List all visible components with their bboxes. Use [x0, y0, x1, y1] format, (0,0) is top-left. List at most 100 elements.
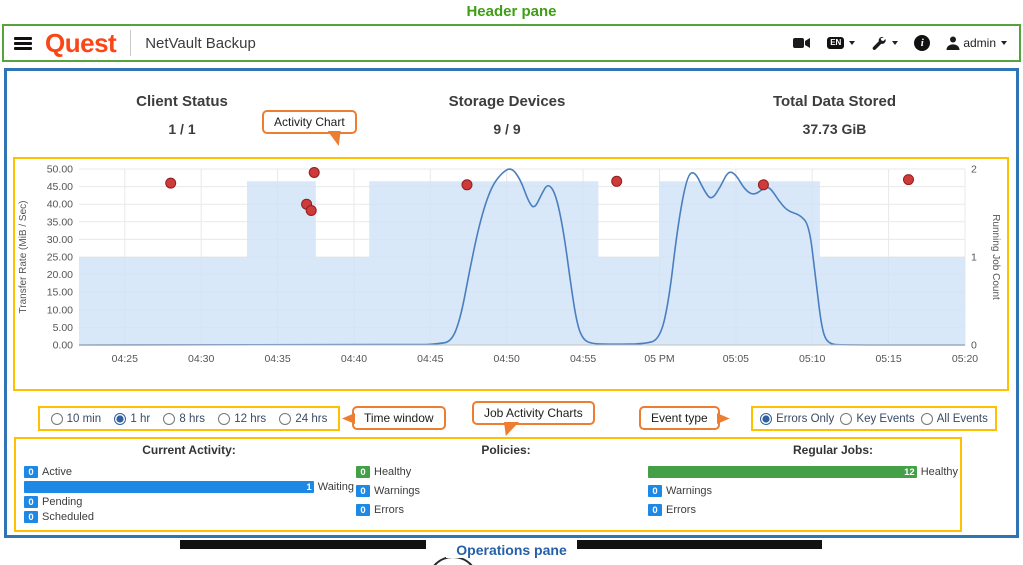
svg-text:10.00: 10.00	[47, 304, 73, 316]
summary-bar: 0	[356, 466, 370, 478]
summary-row-errors[interactable]: 0 Errors	[648, 504, 958, 516]
radio-24-hrs[interactable]: 24 hrs	[279, 412, 327, 425]
summary-group-title: Regular Jobs:	[792, 443, 873, 457]
callout-job-activity-charts: Job Activity Charts	[472, 401, 595, 436]
svg-text:04:50: 04:50	[494, 353, 520, 365]
svg-text:04:40: 04:40	[341, 353, 367, 365]
summary-bar: 0	[356, 504, 370, 516]
summary-bar: 0	[648, 504, 662, 516]
radio-input-1-hr[interactable]	[114, 412, 127, 425]
radio-input-key-events[interactable]	[840, 412, 853, 425]
header-pane-annotation-label: Header pane	[466, 3, 557, 20]
svg-text:30.00: 30.00	[47, 234, 73, 246]
video-camera-icon	[793, 38, 811, 48]
stat-value: 1 / 1	[168, 121, 196, 137]
radio-input-8-hrs[interactable]	[163, 412, 176, 425]
summary-bar: 0	[648, 485, 662, 497]
operations-pane: Client Status 1 / 1 Storage Devices 9 / …	[4, 68, 1019, 538]
activity-chart-panel: 0.00 5.00 10.00 15.00 20.00 25.00 30.00 35.00 40…	[13, 157, 1009, 391]
summary-row-warnings[interactable]: 0 Warnings	[356, 485, 656, 497]
stat-title: Storage Devices	[448, 93, 566, 110]
summary-row-errors[interactable]: 0 Errors	[356, 504, 656, 516]
summary-bar-label: Warnings	[666, 485, 713, 497]
svg-text:40.00: 40.00	[47, 199, 73, 211]
summary-row-healthy[interactable]: 0 Healthy	[356, 466, 656, 478]
svg-text:04:35: 04:35	[264, 353, 290, 365]
svg-text:Transfer Rate (MiB / Sec): Transfer Rate (MiB / Sec)	[18, 201, 29, 314]
callout-pointer	[716, 413, 730, 424]
radio-input-24-hrs[interactable]	[279, 412, 292, 425]
stat-value: 37.73 GiB	[802, 121, 867, 137]
svg-text:45.00: 45.00	[47, 181, 73, 193]
summary-group-title: Policies:	[481, 443, 531, 457]
radio-label: 1 hr	[130, 412, 151, 425]
summary-group-policies: Policies: 0 Healthy 0 Warnings 0 Errors	[356, 443, 656, 523]
summary-group-current-activity: Current Activity: 0 Active 1 Waiting 0 Pending…	[24, 443, 354, 526]
summary-row-warnings[interactable]: 0 Warnings	[648, 485, 958, 497]
stat-client-status[interactable]: Client Status 1 / 1	[72, 93, 292, 137]
summary-bar: 0	[24, 466, 38, 478]
user-menu[interactable]: admin	[946, 36, 1007, 50]
radio-8-hrs[interactable]: 8 hrs	[163, 412, 205, 425]
radio-input-12-hrs[interactable]	[218, 412, 231, 425]
radio-key-events[interactable]: Key Events	[840, 412, 915, 425]
svg-text:35.00: 35.00	[47, 216, 73, 228]
radio-label: Errors Only	[776, 412, 835, 425]
video-tutorials-button[interactable]	[793, 37, 811, 49]
stat-title: Client Status	[136, 93, 228, 110]
quest-logo[interactable]: Quest	[45, 28, 117, 58]
svg-text:5.00: 5.00	[53, 322, 74, 334]
stat-total-data-stored[interactable]: Total Data Stored 37.73 GiB	[722, 93, 947, 137]
menu-icon[interactable]	[14, 36, 32, 50]
summary-bar-label: Active	[42, 466, 72, 478]
chevron-down-icon	[849, 41, 856, 45]
svg-text:05:20: 05:20	[952, 353, 978, 365]
radio-input-10-min[interactable]	[50, 412, 63, 425]
activity-chart[interactable]: 0.00 5.00 10.00 15.00 20.00 25.00 30.00 35.00 40…	[15, 159, 1007, 389]
summary-bar: 12	[648, 466, 917, 478]
svg-text:15.00: 15.00	[47, 287, 73, 299]
svg-text:05:05: 05:05	[723, 353, 749, 365]
bottom-black-bar-left	[180, 540, 426, 549]
callout-event-type: Event type	[639, 406, 730, 430]
svg-text:05:10: 05:10	[799, 353, 825, 365]
summary-group-title: Current Activity:	[142, 443, 236, 457]
svg-text:05 PM: 05 PM	[644, 353, 674, 365]
callout-pointer	[342, 413, 355, 424]
info-button[interactable]: i	[914, 35, 931, 51]
radio-errors-only[interactable]: Errors Only	[760, 412, 835, 425]
radio-1-hr[interactable]: 1 hr	[114, 412, 151, 425]
user-icon	[946, 36, 960, 50]
summary-bar-label: Errors	[666, 504, 696, 516]
radio-input-errors-only[interactable]	[760, 412, 773, 425]
callout-text: Time window	[364, 411, 434, 425]
svg-text:0: 0	[971, 340, 977, 352]
radio-input-all-events[interactable]	[920, 412, 933, 425]
svg-text:0.00: 0.00	[53, 340, 74, 352]
user-name: admin	[963, 36, 996, 50]
summary-row-active[interactable]: 0 Active	[24, 466, 354, 478]
summary-bar: 1	[24, 481, 314, 493]
svg-text:2: 2	[971, 164, 977, 176]
radio-all-events[interactable]: All Events	[920, 412, 988, 425]
radio-12-hrs[interactable]: 12 hrs	[218, 412, 266, 425]
time-window-selector: 10 min 1 hr 8 hrs 12 hrs 24 hrs	[38, 406, 340, 431]
callout-text: Job Activity Charts	[484, 406, 583, 420]
tools-menu[interactable]	[871, 35, 899, 51]
summary-row-scheduled[interactable]: 0 Scheduled	[24, 511, 354, 523]
chevron-down-icon	[892, 41, 899, 45]
stat-value: 9 / 9	[493, 121, 521, 137]
summary-row-waiting[interactable]: 1 Waiting	[24, 481, 354, 493]
radio-label: 8 hrs	[179, 412, 205, 425]
summary-bar-label: Errors	[374, 504, 404, 516]
summary-row-pending[interactable]: 0 Pending	[24, 496, 354, 508]
radio-10-min[interactable]: 10 min	[50, 412, 101, 425]
tools-icon	[872, 36, 886, 51]
stat-storage-devices[interactable]: Storage Devices 9 / 9	[397, 93, 617, 137]
language-selector[interactable]: EN	[827, 37, 856, 49]
summary-row-healthy[interactable]: 12 Healthy	[648, 466, 958, 478]
summary-bar-label: Scheduled	[42, 511, 94, 523]
summary-bar-label: Warnings	[374, 485, 421, 497]
summary-bar: 0	[24, 496, 38, 508]
